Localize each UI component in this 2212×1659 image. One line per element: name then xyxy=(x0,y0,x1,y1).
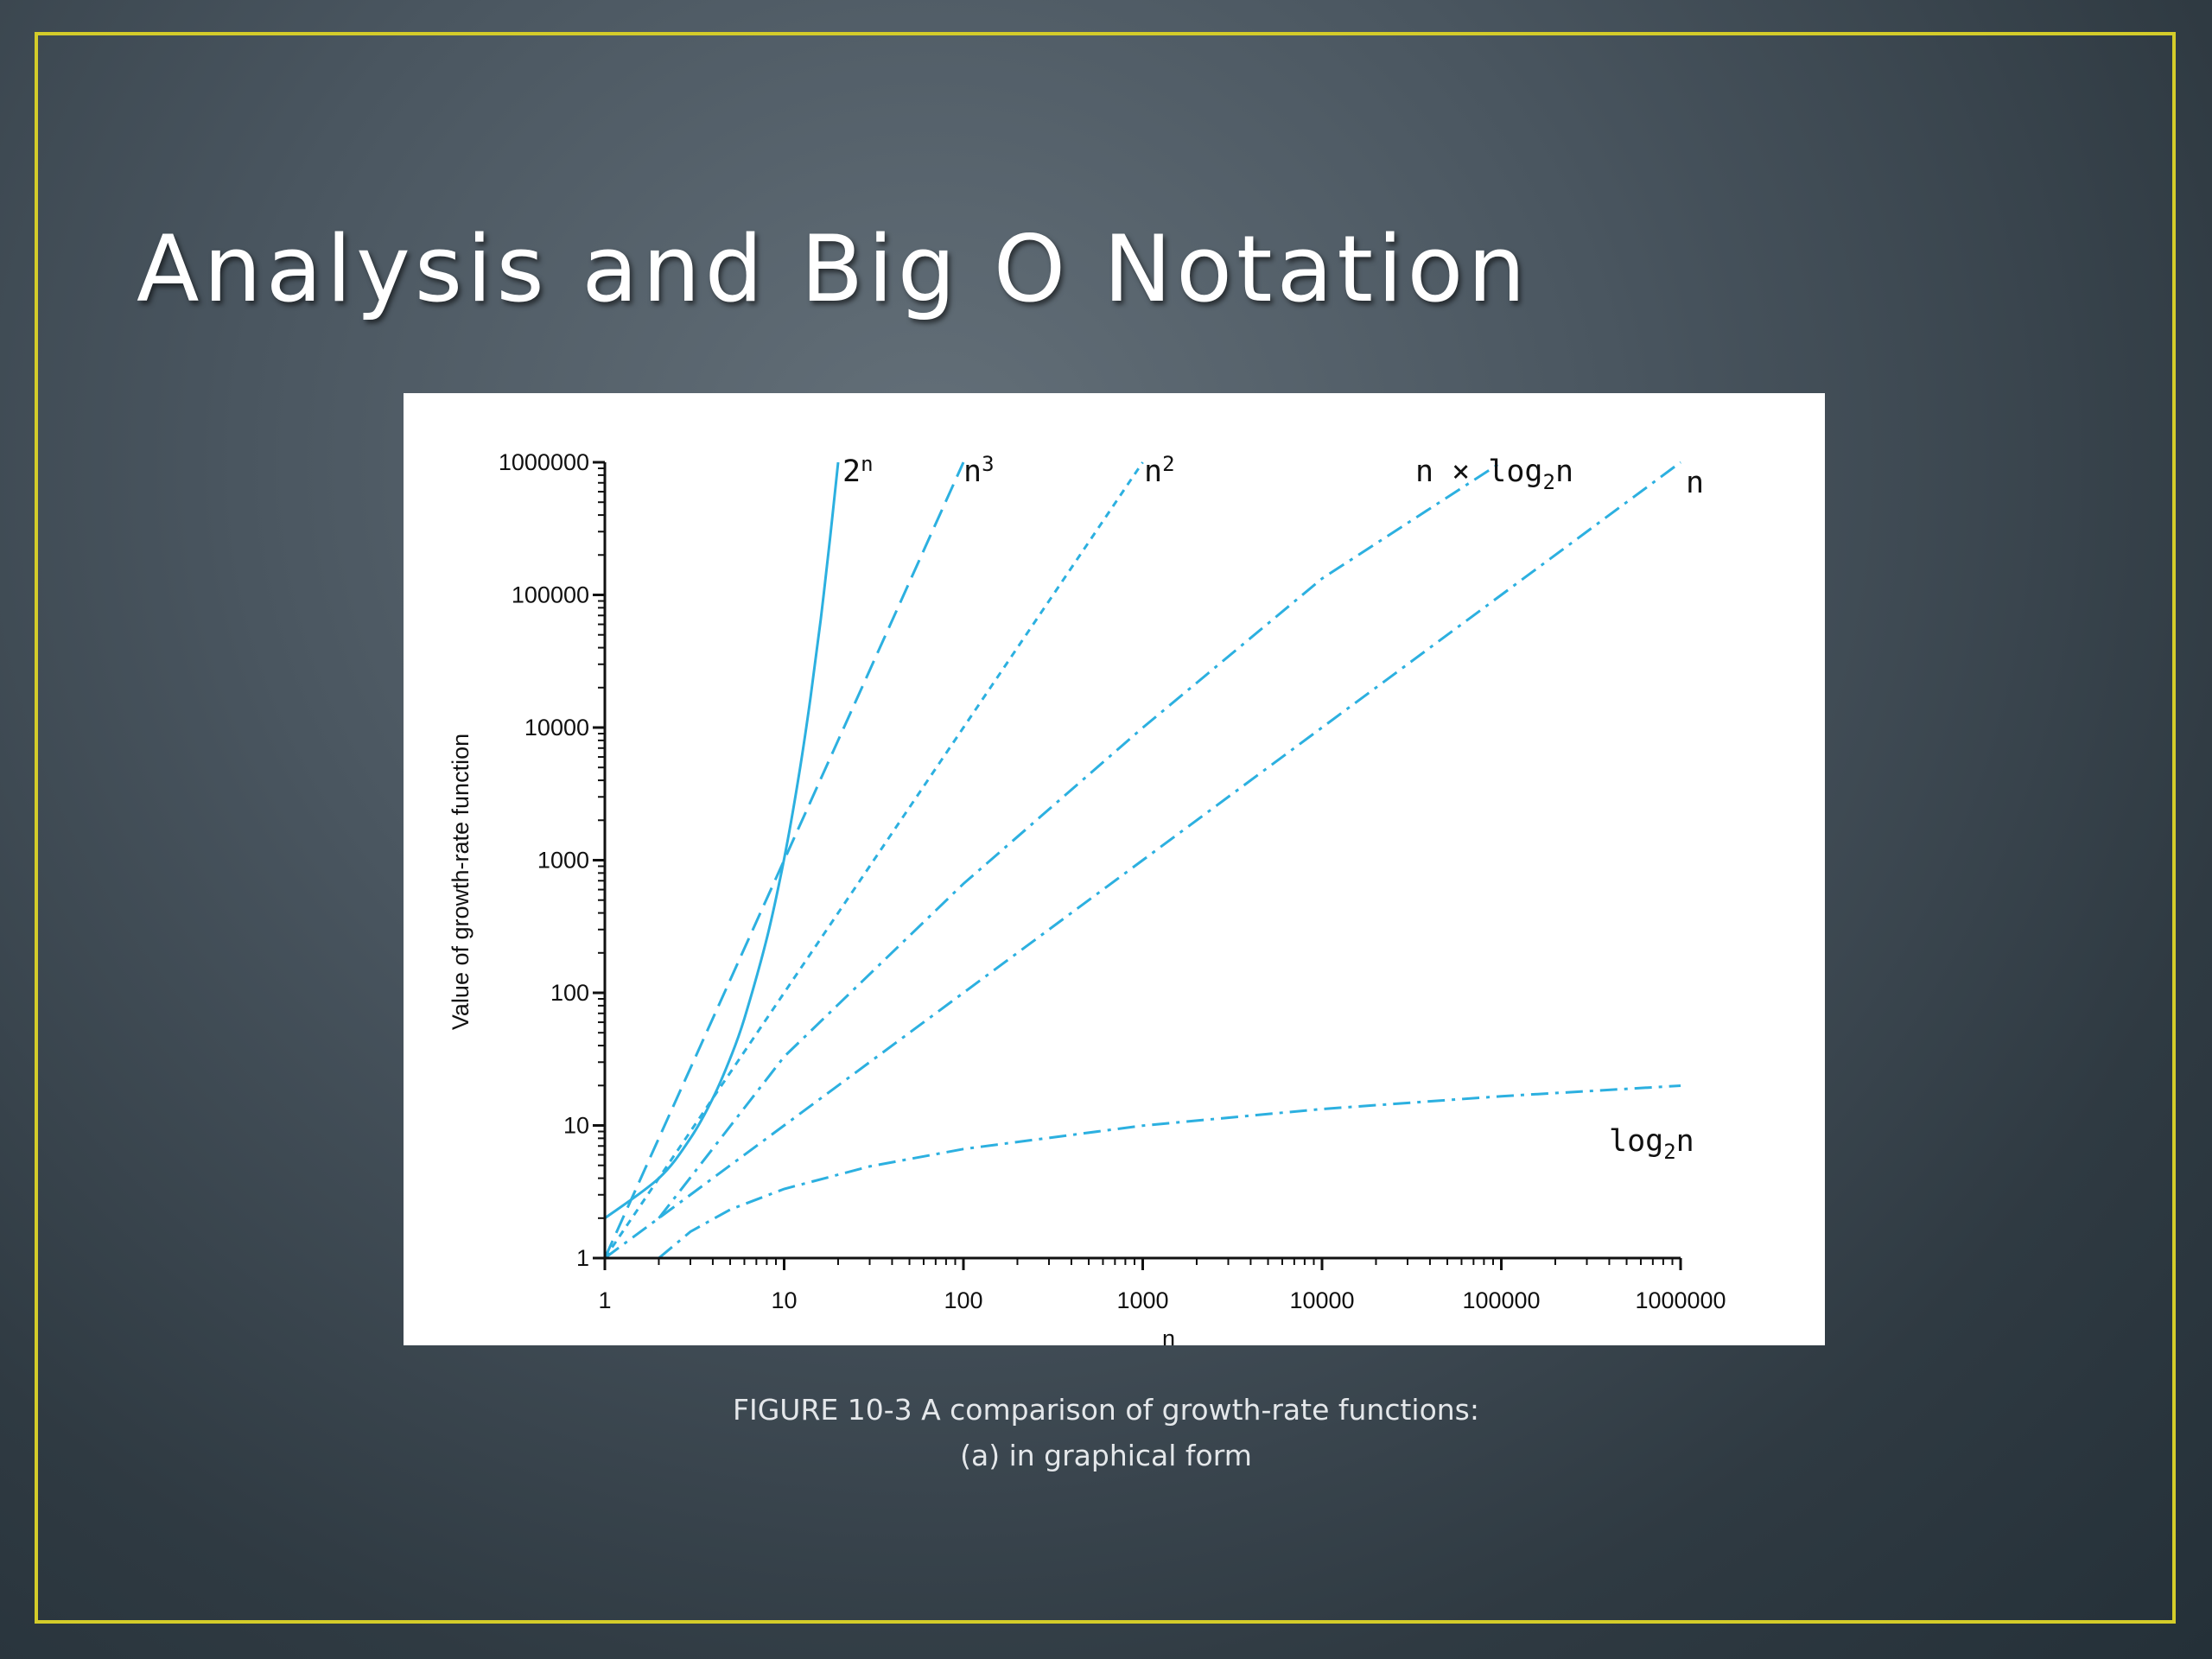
y-tick-label: 100000 xyxy=(512,582,589,608)
x-tick-label: 1 xyxy=(598,1287,611,1313)
series-label-base: n xyxy=(1686,466,1704,500)
series-label-superscript: n xyxy=(861,452,873,476)
series-label-n2: n2 xyxy=(1144,452,1175,489)
y-tick-label: 10000 xyxy=(524,715,589,741)
series-label-base: n xyxy=(963,454,982,489)
series-line-2n xyxy=(604,461,840,1220)
series-label-2n: 2n xyxy=(842,452,874,489)
series-label-n3: n3 xyxy=(963,452,995,489)
x-tick-label: 1000000 xyxy=(1635,1287,1726,1313)
y-axis-title: Value of growth-rate function xyxy=(448,734,474,1030)
x-tick-label: 100000 xyxy=(1462,1287,1540,1313)
series-label-superscript: 2 xyxy=(1162,452,1174,476)
axis-layer: 1 10 100 1000 10000 100000 1000000 1 10 100 1000 10… xyxy=(448,449,1726,1345)
y-tick-label: 1000000 xyxy=(499,449,589,475)
series-label-base: 2 xyxy=(842,454,861,489)
series-label-base: n × log xyxy=(1415,454,1543,489)
x-tick-label: 10000 xyxy=(1289,1287,1354,1313)
slide-frame xyxy=(35,32,2176,1624)
series-line-logn xyxy=(658,1084,1681,1260)
series-label-nlogn: n × log2n xyxy=(1415,454,1573,494)
series-label-n: n xyxy=(1686,466,1704,500)
caption-line-1: FIGURE 10-3 A comparison of growth-rate … xyxy=(733,1393,1479,1427)
figure-caption: FIGURE 10-3 A comparison of growth-rate … xyxy=(0,1387,2212,1478)
slide-title: Analysis and Big O Notation xyxy=(137,216,1530,322)
series-line-n2 xyxy=(603,461,1144,1259)
series-line-nlogn xyxy=(658,461,1503,1219)
x-tick-label: 100 xyxy=(944,1287,982,1313)
y-tick-label: 100 xyxy=(550,980,589,1006)
series-line-n3 xyxy=(603,461,965,1259)
y-tick-label: 1 xyxy=(576,1245,589,1271)
x-axis-title: n xyxy=(1162,1325,1175,1345)
series-label-subscript: 2 xyxy=(1663,1140,1675,1164)
series-label-base: log xyxy=(1609,1124,1663,1159)
growth-rate-chart: 1 10 100 1000 10000 100000 1000000 1 10 100 1000 10… xyxy=(448,449,1726,1345)
chart-figure: 1 10 100 1000 10000 100000 1000000 1 10 100 1000 10… xyxy=(404,393,1825,1345)
series-label-base: n xyxy=(1144,454,1162,489)
y-tick-label: 10 xyxy=(563,1113,589,1139)
y-tick-label: 1000 xyxy=(537,848,589,874)
caption-line-2: (a) in graphical form xyxy=(960,1439,1252,1472)
series-label-logn: log2n xyxy=(1609,1124,1694,1164)
series-label-superscript: 3 xyxy=(982,452,994,476)
series-label-subscript: 2 xyxy=(1543,470,1555,494)
series-layer xyxy=(603,461,1681,1260)
x-tick-label: 10 xyxy=(771,1287,797,1313)
series-line-n xyxy=(604,461,1681,1260)
series-label-tail: n xyxy=(1555,454,1573,489)
x-tick-label: 1000 xyxy=(1116,1287,1168,1313)
series-label-tail: n xyxy=(1676,1124,1694,1159)
